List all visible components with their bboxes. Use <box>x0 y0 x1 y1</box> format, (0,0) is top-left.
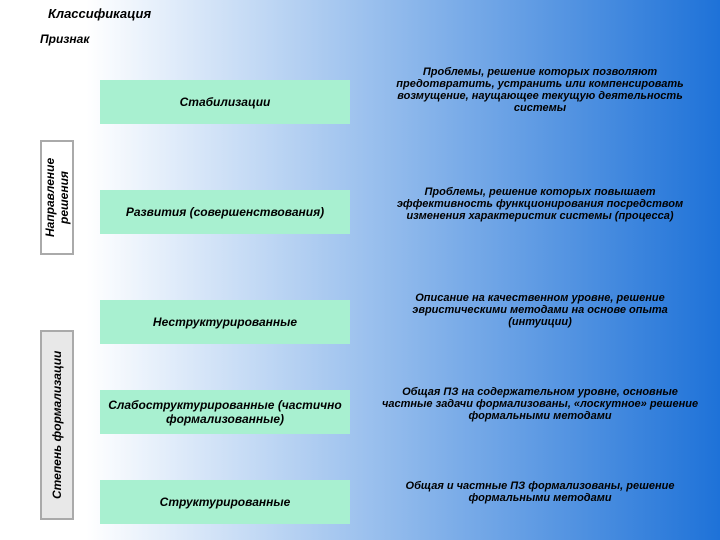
category-description: Проблемы, решение которых повышает эффек… <box>380 186 700 222</box>
group2-vertical-label: Степень формализации <box>40 330 74 520</box>
category-description: Проблемы, решение которых позволяют пред… <box>380 66 700 114</box>
page-title: Классификация <box>48 6 151 21</box>
category-description: Общая ПЗ на содержательном уровне, основ… <box>380 386 700 422</box>
category-box: Стабилизации <box>100 80 350 124</box>
category-box: Структурированные <box>100 480 350 524</box>
group1-vertical-label: Направление решения <box>40 140 74 255</box>
page-subtitle: Признак <box>40 32 89 46</box>
slide-content: Классификация Признак Направление решени… <box>0 0 720 540</box>
category-box: Слабоструктурированные (частично формали… <box>100 390 350 434</box>
category-description: Общая и частные ПЗ формализованы, решени… <box>380 480 700 504</box>
category-box: Развития (совершенствования) <box>100 190 350 234</box>
category-box: Неструктурированные <box>100 300 350 344</box>
category-description: Описание на качественном уровне, решение… <box>380 292 700 328</box>
